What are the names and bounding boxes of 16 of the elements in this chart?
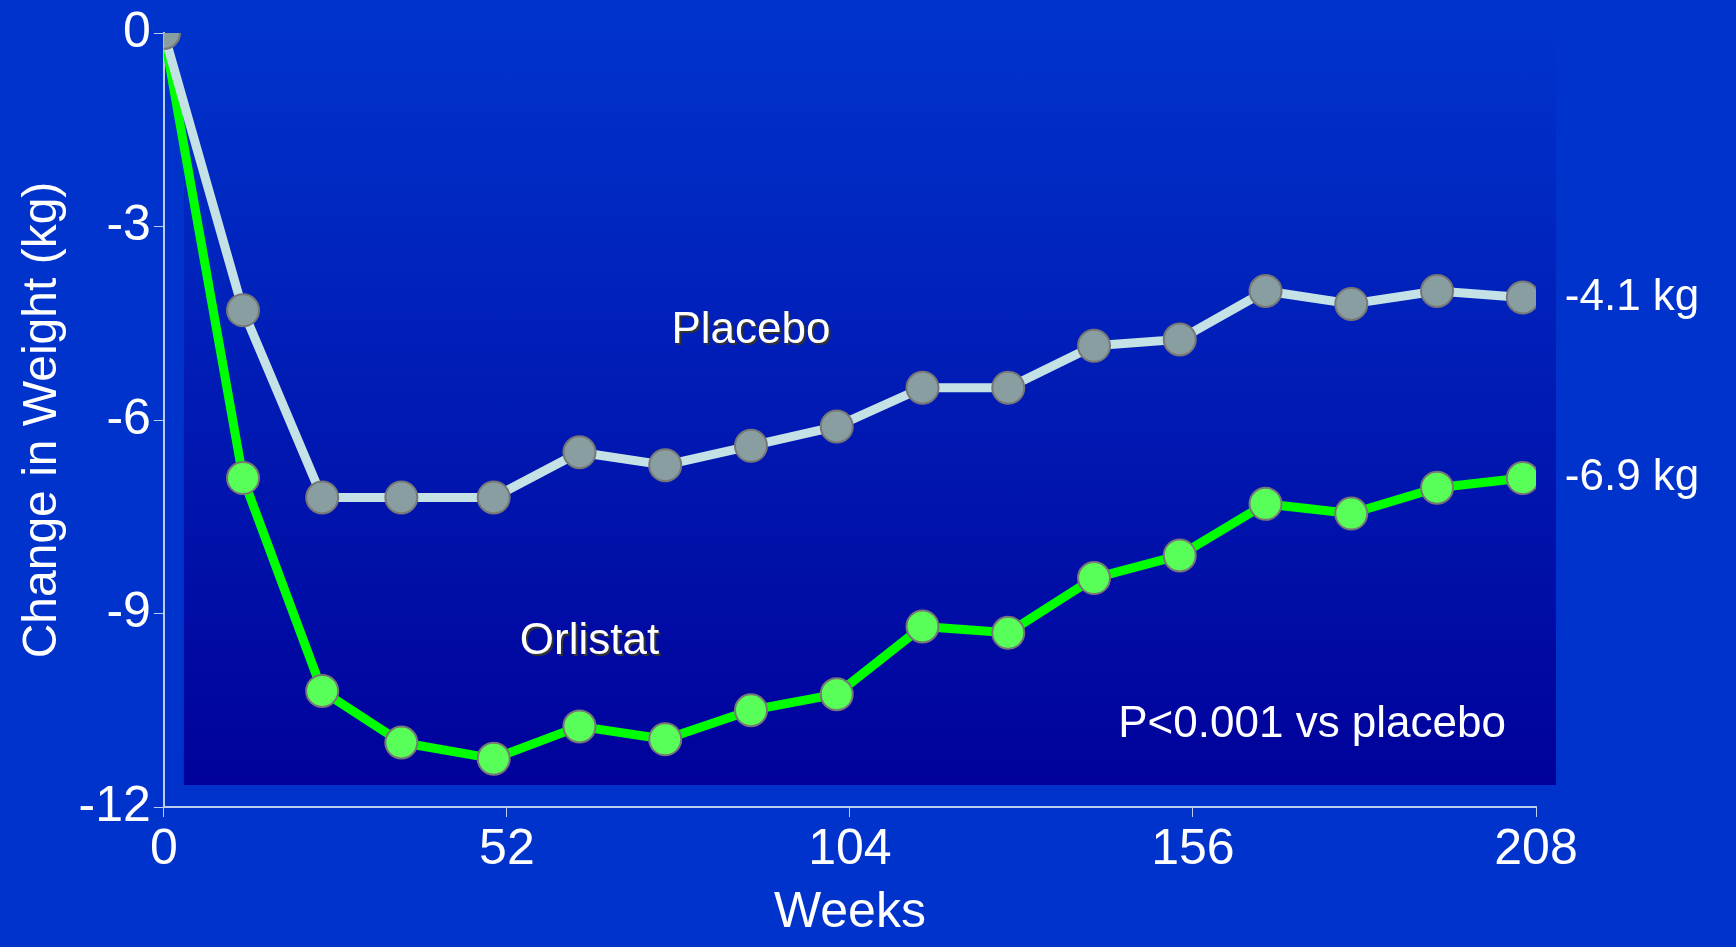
annotation: -6.9 kg [1564,450,1700,500]
x-tick-label: 52 [479,818,535,875]
x-tick-label: 104 [808,818,892,875]
y-axis-title: Change in Weight (kg) [13,181,67,659]
y-tick-label: -6 [106,388,151,445]
x-axis-title: Weeks [773,881,926,938]
annotation: -4.1 kg [1564,269,1700,319]
series-label: Orlistat [521,615,662,665]
y-tick-label: -9 [106,582,151,639]
y-tick-label: -12 [78,775,151,832]
y-tick-label: -3 [106,195,151,252]
annotation: P<0.001 vs placebo [1118,697,1506,747]
y-tick-label: 0 [123,1,151,58]
x-tick-label: 208 [1494,818,1578,875]
x-tick-label: 156 [1151,818,1235,875]
series-label: Placebo [673,304,833,354]
